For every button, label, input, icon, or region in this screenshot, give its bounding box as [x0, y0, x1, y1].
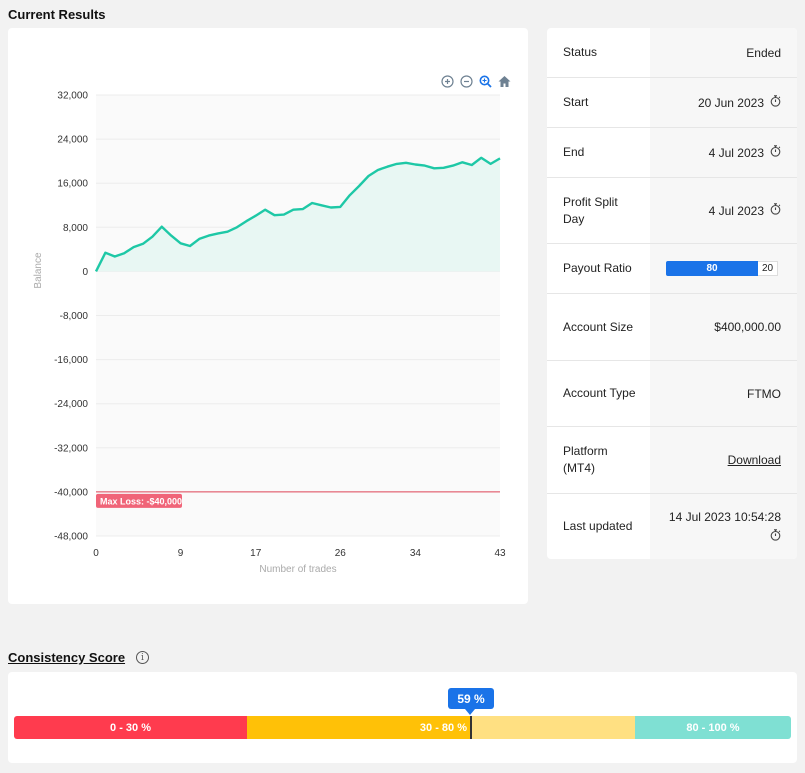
- y-tick-label: -16,000: [54, 355, 88, 366]
- y-tick-label: -40,000: [54, 487, 88, 498]
- y-tick-label: 32,000: [57, 91, 88, 102]
- max-loss-badge: [96, 493, 182, 508]
- consistency-score-card: 59 % 0 - 30 % 30 - 80 % 80 - 100 %: [8, 672, 797, 763]
- x-tick-label: 34: [410, 548, 422, 559]
- stopwatch-icon: [770, 144, 781, 161]
- score-badge: 59 %: [448, 688, 494, 709]
- y-axis-label: Balance: [33, 252, 44, 289]
- x-axis-label: Number of trades: [259, 564, 336, 575]
- y-tick-label: 16,000: [57, 179, 88, 190]
- x-tick-label: 17: [250, 548, 262, 559]
- max-loss-label: Max Loss: -$40,000: [100, 496, 182, 506]
- zoom-out-icon[interactable]: [459, 74, 474, 89]
- platform-value-cell: Download: [650, 427, 797, 493]
- stopwatch-icon: [770, 94, 781, 111]
- payout-ratio-bar: 80 20: [650, 261, 781, 276]
- y-tick-label: 24,000: [57, 135, 88, 146]
- last-updated-value: 14 Jul 2023 10:54:28: [668, 509, 781, 524]
- consistency-bar: 0 - 30 % 30 - 80 % 80 - 100 %: [14, 716, 791, 739]
- segment-mid-remainder: [471, 716, 635, 739]
- account-size-value: $400,000.00: [650, 294, 797, 360]
- segment-mid: 30 - 80 %: [247, 716, 471, 739]
- y-tick-label: -8,000: [60, 311, 89, 322]
- payout-ratio-value-cell: 80 20: [650, 244, 797, 293]
- x-tick-label: 9: [178, 548, 184, 559]
- balance-chart-card: 32,000 24,000 16,000 8,000 0 -8,000 -16,000 -24…: [8, 28, 528, 604]
- payout-firm-share: 20: [758, 261, 778, 276]
- info-row-payout-ratio: Payout Ratio 80 20: [547, 244, 797, 294]
- payout-ratio-label: Payout Ratio: [563, 261, 632, 275]
- x-tick-label: 43: [494, 548, 506, 559]
- info-row-account-size: Account Size $400,000.00: [547, 294, 797, 361]
- info-row-status: Status Ended: [547, 28, 797, 78]
- status-value: Ended: [650, 28, 797, 77]
- x-tick-label: 26: [335, 548, 347, 559]
- start-value-cell: 20 Jun 2023: [650, 78, 797, 127]
- x-tick-label: 0: [93, 548, 99, 559]
- end-label: End: [563, 145, 585, 159]
- y-tick-label: 8,000: [63, 223, 88, 234]
- balance-chart: 32,000 24,000 16,000 8,000 0 -8,000 -16,000 -24…: [33, 91, 506, 576]
- home-icon[interactable]: [497, 74, 512, 89]
- account-info-card: Status Ended Start 20 Jun 2023 End 4 Jul…: [547, 28, 797, 559]
- balance-line: [94, 156, 501, 272]
- info-row-start: Start 20 Jun 2023: [547, 78, 797, 128]
- status-label: Status: [563, 45, 598, 59]
- zoom-select-icon[interactable]: [478, 74, 493, 89]
- info-row-last-updated: Last updated 14 Jul 2023 10:54:28: [547, 494, 797, 559]
- info-row-platform: Platform (MT4) Download: [547, 427, 797, 494]
- stopwatch-icon: [770, 528, 781, 545]
- y-tick-label: 0: [82, 267, 88, 278]
- account-type-value: FTMO: [650, 361, 797, 426]
- info-icon[interactable]: i: [136, 651, 149, 664]
- account-size-label: Account Size: [563, 319, 634, 334]
- info-row-end: End 4 Jul 2023: [547, 128, 797, 178]
- y-tick-label: -24,000: [54, 399, 88, 410]
- zoom-in-icon[interactable]: [440, 74, 455, 89]
- stopwatch-icon: [770, 202, 781, 219]
- info-row-account-type: Account Type FTMO: [547, 361, 797, 427]
- account-type-label: Account Type: [563, 386, 636, 400]
- end-value: 4 Jul 2023: [708, 145, 764, 160]
- start-value: 20 Jun 2023: [697, 95, 764, 110]
- score-pointer-icon: [465, 709, 475, 715]
- start-label: Start: [563, 95, 589, 109]
- download-link[interactable]: Download: [727, 453, 781, 467]
- last-updated-value-cell: 14 Jul 2023 10:54:28: [650, 494, 797, 559]
- score-marker: [470, 716, 472, 739]
- platform-label: Platform (MT4): [563, 444, 608, 475]
- y-tick-label: -48,000: [54, 532, 88, 543]
- segment-high: 80 - 100 %: [635, 716, 791, 739]
- chart-toolbar: [440, 74, 512, 89]
- balance-area: [96, 157, 500, 272]
- profit-split-day-value-cell: 4 Jul 2023: [650, 178, 797, 243]
- payout-trader-share: 80: [666, 261, 758, 276]
- end-value-cell: 4 Jul 2023: [650, 128, 797, 177]
- y-tick-label: -32,000: [54, 443, 88, 454]
- consistency-score-title: Consistency Score: [8, 650, 126, 665]
- page-title: Current Results: [8, 7, 106, 22]
- info-row-profit-split-day: Profit Split Day 4 Jul 2023: [547, 178, 797, 244]
- profit-split-day-value: 4 Jul 2023: [708, 203, 764, 218]
- segment-low: 0 - 30 %: [14, 716, 247, 739]
- profit-split-day-label: Profit Split Day: [563, 194, 618, 226]
- last-updated-label: Last updated: [563, 519, 633, 533]
